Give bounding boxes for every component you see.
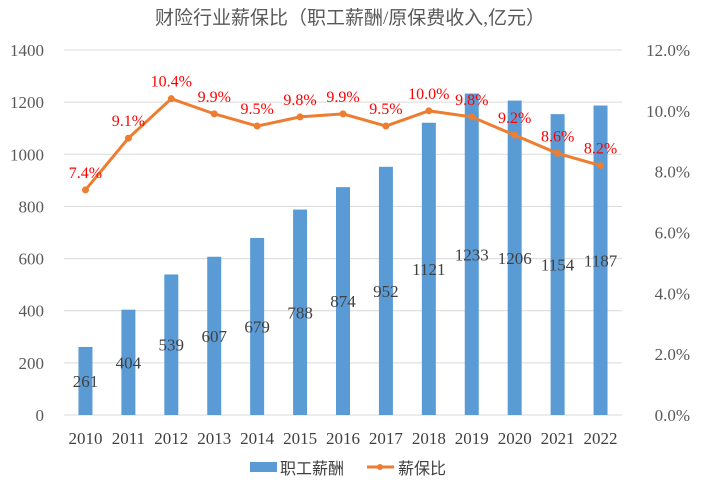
line-data-label: 9.5% xyxy=(369,101,402,118)
x-tick-label: 2013 xyxy=(197,429,231,448)
bar xyxy=(336,187,350,415)
bar-data-label: 874 xyxy=(330,292,356,311)
line-marker xyxy=(253,122,261,130)
line-data-label: 9.2% xyxy=(498,110,531,127)
bar xyxy=(550,114,565,415)
bar-data-label: 952 xyxy=(373,282,399,301)
y-left-tick-label: 1000 xyxy=(10,145,44,164)
legend-label-bar: 职工薪酬 xyxy=(280,460,344,478)
x-tick-label: 2010 xyxy=(68,429,102,448)
line-marker xyxy=(210,110,218,118)
bar xyxy=(207,256,222,415)
legend-label-line: 薪保比 xyxy=(398,460,446,478)
x-tick-label: 2015 xyxy=(283,429,317,448)
line-data-label: 10.0% xyxy=(408,86,449,103)
line-data-label: 9.8% xyxy=(455,92,488,109)
bar xyxy=(250,237,265,415)
line-marker xyxy=(167,95,175,103)
line-marker xyxy=(425,107,433,115)
line-marker xyxy=(296,113,304,121)
y-left-tick-label: 200 xyxy=(19,354,45,373)
x-tick-label: 2016 xyxy=(326,429,360,448)
bar xyxy=(121,309,136,415)
line-marker xyxy=(382,122,390,130)
legend-swatch-bar xyxy=(250,462,277,472)
y-left-tick-label: 1200 xyxy=(10,93,44,112)
bar-data-label: 1233 xyxy=(455,245,489,264)
bar-data-label: 1187 xyxy=(584,251,618,270)
bar-data-label: 607 xyxy=(201,327,227,346)
y-left-tick-label: 0 xyxy=(36,406,45,425)
y-left-tick-label: 800 xyxy=(19,197,45,216)
x-tick-label: 2021 xyxy=(541,429,575,448)
y-right-tick-label: 2.0% xyxy=(655,345,690,364)
line-marker xyxy=(124,134,132,142)
bar xyxy=(78,346,93,415)
y-right-tick-label: 8.0% xyxy=(655,163,690,182)
line-data-label: 9.9% xyxy=(198,89,231,106)
bar-data-label: 1154 xyxy=(541,256,575,275)
legend-swatch-marker xyxy=(377,464,383,470)
x-tick-label: 2018 xyxy=(412,429,446,448)
bar xyxy=(464,93,479,416)
x-tick-label: 2022 xyxy=(584,429,618,448)
bar xyxy=(593,105,608,416)
x-tick-label: 2017 xyxy=(369,429,404,448)
y-left-tick-label: 600 xyxy=(19,250,45,269)
bar xyxy=(378,166,393,415)
line-data-label: 9.9% xyxy=(326,89,359,106)
y-right-tick-label: 6.0% xyxy=(655,224,690,243)
bar xyxy=(293,209,308,415)
y-right-tick-label: 10.0% xyxy=(646,102,690,121)
bar-data-label: 539 xyxy=(159,336,185,355)
line-data-label: 9.8% xyxy=(283,92,316,109)
line-data-label: 8.6% xyxy=(541,128,574,145)
bar-data-label: 788 xyxy=(287,303,313,322)
y-left-tick-label: 1400 xyxy=(10,41,44,60)
chart-title: 财险行业薪保比（职工薪酬/原保费收入,亿元） xyxy=(155,7,545,29)
x-tick-label: 2014 xyxy=(240,429,275,448)
bar-data-label: 1121 xyxy=(412,260,445,279)
line-data-label: 9.5% xyxy=(240,101,273,118)
y-right-tick-label: 0.0% xyxy=(655,406,690,425)
bar xyxy=(421,122,436,415)
line-data-label: 9.1% xyxy=(112,113,145,130)
line-marker xyxy=(554,149,562,157)
x-tick-label: 2020 xyxy=(498,429,532,448)
x-tick-label: 2019 xyxy=(455,429,489,448)
legend: 职工薪酬 薪保比 xyxy=(250,460,446,478)
line-data-label: 8.2% xyxy=(584,141,617,158)
x-tick-label: 2012 xyxy=(154,429,188,448)
y-left-tick-label: 400 xyxy=(19,302,45,321)
line-data-label: 10.4% xyxy=(151,74,192,91)
bar xyxy=(164,274,179,415)
line-marker xyxy=(468,113,476,121)
line-data-label: 7.4% xyxy=(69,165,102,182)
y-right-tick-label: 12.0% xyxy=(646,41,690,60)
bar-data-label: 1206 xyxy=(498,249,532,268)
bar xyxy=(507,100,522,415)
x-tick-label: 2011 xyxy=(112,429,145,448)
line-marker xyxy=(511,131,519,139)
line-marker xyxy=(81,186,89,194)
line-marker xyxy=(339,110,347,118)
bar-data-label: 261 xyxy=(73,372,99,391)
bar-data-label: 404 xyxy=(116,353,142,372)
y-right-tick-label: 4.0% xyxy=(655,284,690,303)
line-marker xyxy=(597,162,605,170)
bar-data-label: 679 xyxy=(244,317,270,336)
